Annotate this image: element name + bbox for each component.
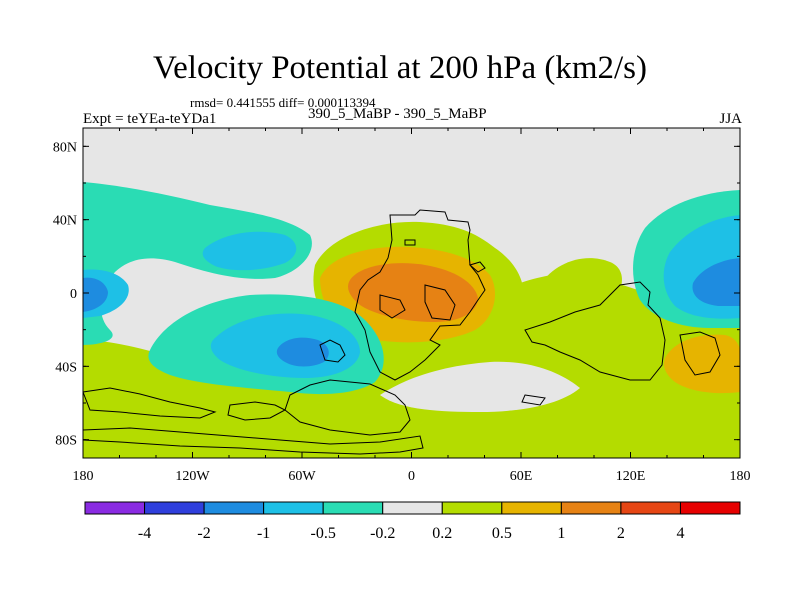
x-tick-label: 180 xyxy=(730,469,751,484)
tropical-positive-region xyxy=(540,258,622,312)
chart-title: Velocity Potential at 200 hPa (km2/s) xyxy=(152,50,648,86)
northern-negative-band xyxy=(83,182,312,345)
colorbar: -4 -2 -1 -0.5 -0.2 0.2 0.5 1 2 4 xyxy=(84,501,741,542)
y-tick-label: 40S xyxy=(55,360,77,375)
x-tick-label: 60W xyxy=(288,469,316,484)
colorbar-label: 0.2 xyxy=(432,525,452,542)
case-label: 390_5_MaBP - 390_5_MaBP xyxy=(308,106,487,122)
y-tick-label: 40N xyxy=(53,214,77,229)
colorbar-label: -4 xyxy=(138,525,151,542)
southern-negative-core xyxy=(276,337,329,367)
x-tick-label: 120E xyxy=(616,469,646,484)
central-darkorange-contour xyxy=(348,263,478,322)
colorbar-label: 0.5 xyxy=(492,525,512,542)
colorbar-swatch xyxy=(441,501,503,515)
colorbar-swatch xyxy=(501,501,562,515)
x-tick-label: 180 xyxy=(73,469,94,484)
coastlines xyxy=(83,209,721,455)
y-tick-label: 80N xyxy=(53,140,77,155)
colorbar-label: 2 xyxy=(617,525,625,542)
eastern-negative-core xyxy=(692,258,740,306)
contour-field xyxy=(83,128,740,458)
colorbar-swatch xyxy=(144,501,205,515)
southern-positive-band xyxy=(83,273,740,458)
y-axis: 80N 40N 0 40S 80S xyxy=(53,140,740,449)
experiment-label: Expt = teYEa-teYDa1 xyxy=(83,111,217,127)
y-tick-label: 80S xyxy=(55,434,77,449)
northern-negative-core xyxy=(83,277,108,312)
colorbar-swatch xyxy=(382,501,443,515)
colorbar-label: 4 xyxy=(676,525,684,542)
southern-neutral-break xyxy=(380,361,580,412)
x-tick-label: 0 xyxy=(408,469,415,484)
colorbar-swatch xyxy=(560,501,622,515)
colorbar-swatch xyxy=(679,501,741,515)
x-tick-label: 60E xyxy=(510,469,533,484)
colorbar-label: 1 xyxy=(557,525,565,542)
x-axis: 180 120W 60W 0 60E 120E 180 xyxy=(73,128,751,484)
colorbar-label: -0.2 xyxy=(370,525,395,542)
colorbar-swatch xyxy=(263,501,324,515)
colorbar-label: -0.5 xyxy=(311,525,336,542)
rmsd-diff-label: rmsd= 0.441555 diff= 0.000113394 xyxy=(190,95,376,110)
colorbar-swatch xyxy=(84,501,146,515)
colorbar-label: -1 xyxy=(257,525,270,542)
colorbar-label: -2 xyxy=(197,525,210,542)
colorbar-swatch xyxy=(203,501,265,515)
small-negative-islet xyxy=(248,298,262,306)
northern-negative-subregion xyxy=(202,231,297,271)
x-tick-label: 120W xyxy=(175,469,210,484)
colorbar-swatch xyxy=(620,501,681,515)
y-tick-label: 0 xyxy=(70,287,77,302)
season-label: JJA xyxy=(719,111,742,127)
colorbar-swatch xyxy=(322,501,384,515)
